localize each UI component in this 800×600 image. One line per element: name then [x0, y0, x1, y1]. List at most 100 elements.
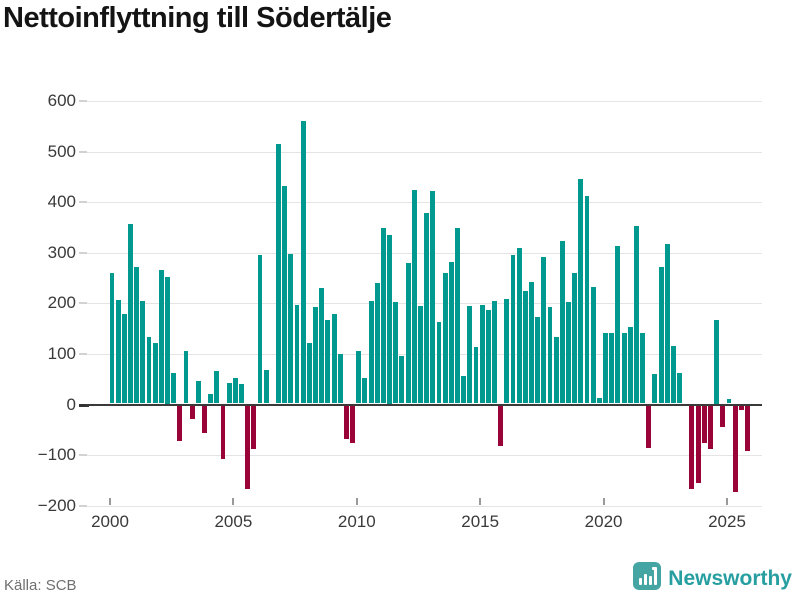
y-axis-tick: [79, 454, 87, 457]
bar-quarter-24: [257, 255, 263, 404]
bar-quarter-55: [448, 262, 454, 404]
bar-quarter-51: [424, 213, 430, 404]
bar-quarter-89: [658, 266, 664, 404]
bar-quarter-92: [677, 373, 683, 404]
bar-quarter-68: [529, 282, 534, 404]
bar-quarter-49: [411, 190, 417, 404]
gridline: [86, 252, 762, 254]
bar-quarter-20: [232, 378, 238, 404]
gridline: [86, 303, 762, 305]
bar-quarter-7: [152, 342, 158, 404]
bar-quarter-13: [189, 405, 195, 420]
bar-quarter-29: [288, 253, 294, 404]
y-axis-label: 400: [47, 192, 76, 212]
bar-quarter-59: [473, 347, 479, 404]
bar-quarter-91: [670, 345, 676, 404]
y-axis-tick: [79, 352, 87, 355]
y-axis-tick: [79, 201, 87, 204]
bar-quarter-38: [343, 405, 349, 440]
newsworthy-wordmark: Newsworthy: [668, 567, 792, 590]
source-note: Källa: SCB: [4, 577, 77, 594]
bar-quarter-15: [202, 405, 207, 433]
bar-quarter-17: [214, 370, 220, 404]
y-axis-label: 300: [47, 242, 76, 262]
bar-quarter-9: [165, 277, 170, 404]
bar-quarter-47: [399, 355, 405, 404]
y-axis-tick: [79, 302, 87, 305]
bar-quarter-48: [405, 262, 411, 404]
x-axis-label: 2005: [214, 512, 253, 531]
bar-quarter-23: [251, 405, 257, 449]
bar-quarter-57: [461, 375, 467, 404]
y-axis-label: −100: [37, 445, 76, 465]
gridline: [86, 353, 762, 355]
bar-quarter-18: [220, 405, 226, 459]
bar-quarter-58: [467, 306, 473, 404]
bar-quarter-72: [553, 336, 559, 404]
bar-quarter-62: [492, 300, 497, 404]
bar-quarter-95: [695, 405, 701, 484]
y-axis-label: 200: [47, 293, 76, 313]
x-axis-tick: [355, 498, 358, 505]
bar-quarter-30: [294, 304, 300, 404]
x-axis-label: 2025: [708, 512, 746, 531]
bar-quarter-88: [652, 374, 658, 404]
x-axis-tick: [602, 498, 605, 505]
bar-quarter-56: [455, 227, 460, 404]
bar-quarter-35: [325, 320, 331, 404]
x-axis-tick: [479, 498, 482, 505]
bar-quarter-36: [331, 313, 337, 404]
bar-quarter-75: [572, 272, 578, 404]
bar-quarter-70: [541, 256, 547, 404]
bar-quarter-46: [393, 302, 399, 404]
bar-quarter-53: [436, 322, 442, 404]
bar-quarter-76: [578, 179, 584, 404]
bar-quarter-32: [306, 342, 312, 404]
bar-quarter-4: [134, 267, 140, 404]
bar-quarter-50: [418, 306, 423, 404]
bar-quarter-74: [566, 301, 571, 404]
bar-quarter-22: [245, 405, 251, 489]
bar-quarter-2: [121, 313, 127, 404]
bar-quarter-44: [380, 227, 386, 404]
bar-quarter-84: [627, 326, 633, 404]
bar-quarter-96: [701, 405, 707, 444]
bar-quarter-69: [535, 316, 541, 404]
bar-quarter-19: [226, 383, 232, 404]
x-axis-label: 2020: [584, 512, 623, 531]
bar-quarter-66: [516, 247, 522, 404]
y-axis-tick: [79, 504, 87, 507]
bar-quarter-79: [596, 398, 602, 404]
bar-quarter-34: [319, 287, 325, 404]
bar-quarter-86: [640, 332, 645, 404]
newsworthy-pin-chart-icon: [633, 562, 662, 596]
bar-quarter-60: [479, 304, 485, 404]
bar-quarter-6: [146, 336, 152, 404]
gridline: [86, 151, 762, 153]
bar-quarter-10: [171, 373, 177, 404]
newsworthy-brand: Newsworthy: [633, 562, 792, 596]
y-axis-label: 100: [47, 343, 76, 363]
bar-quarter-103: [745, 405, 750, 452]
bar-quarter-43: [374, 282, 380, 404]
bar-quarter-16: [208, 394, 214, 404]
y-axis-tick: [79, 150, 87, 153]
bar-quarter-94: [689, 405, 695, 489]
bar-quarter-65: [510, 254, 516, 404]
bar-quarter-100: [726, 398, 732, 404]
bar-quarter-11: [177, 405, 183, 441]
bar-quarter-21: [239, 384, 244, 404]
bar-quarter-31: [300, 121, 306, 404]
bar-quarter-80: [603, 332, 608, 404]
bar-quarter-8: [158, 270, 164, 404]
bar-quarter-101: [732, 405, 738, 492]
bar-quarter-99: [720, 405, 726, 428]
bar-quarter-39: [350, 405, 356, 443]
bar-quarter-25: [263, 369, 269, 404]
bar-quarter-54: [442, 273, 448, 404]
y-axis-tick: [79, 251, 87, 254]
x-axis-label: 2000: [91, 512, 129, 531]
bar-quarter-102: [738, 405, 744, 410]
x-axis-tick: [726, 498, 728, 505]
x-axis-tick: [109, 498, 111, 505]
